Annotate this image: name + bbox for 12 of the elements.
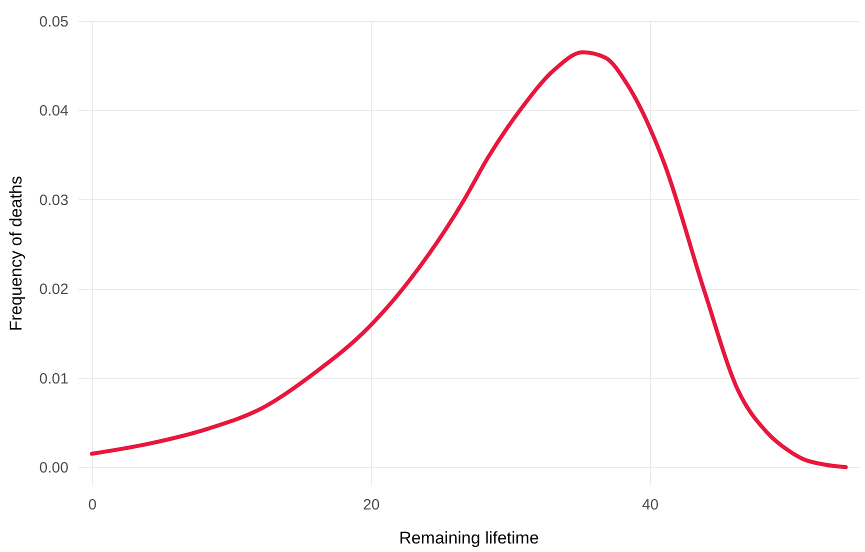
y-tick-label: 0.03	[39, 192, 68, 209]
y-tick-label: 0.04	[39, 102, 68, 120]
y-tick-label: 0.02	[39, 281, 68, 298]
x-tick-label: 0	[88, 496, 97, 514]
x-tick-label: 40	[642, 496, 659, 514]
x-axis-title: Remaining lifetime	[399, 528, 539, 548]
y-axis-title: Frequency of deaths	[6, 176, 26, 331]
y-tick-label: 0.01	[39, 370, 68, 388]
y-tick-label: 0.00	[39, 460, 68, 477]
y-tick-label: 0.05	[39, 14, 68, 30]
line-series	[90, 50, 848, 470]
x-tick-label: 20	[363, 496, 380, 514]
